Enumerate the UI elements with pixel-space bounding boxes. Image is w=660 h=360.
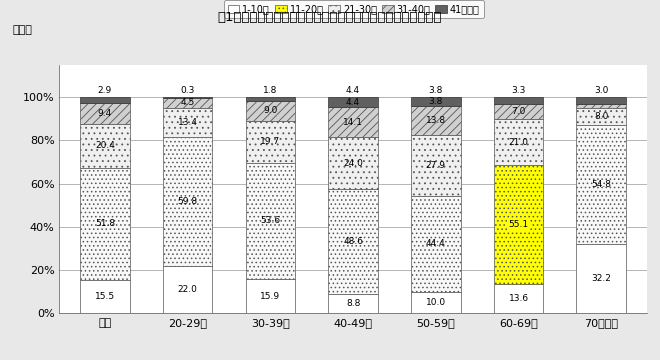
Legend: 1-10本, 11-20本, 21-30本, 31-40本, 41本以上: 1-10本, 11-20本, 21-30本, 31-40本, 41本以上: [224, 0, 484, 18]
Text: 48.6: 48.6: [343, 237, 363, 246]
Bar: [246, 279, 295, 313]
Bar: [411, 292, 461, 313]
Bar: [411, 98, 461, 105]
Bar: [80, 103, 130, 124]
Bar: [494, 284, 543, 313]
Bar: [576, 108, 626, 125]
Text: 3.0: 3.0: [594, 86, 609, 95]
Text: 13.4: 13.4: [178, 117, 197, 127]
Text: 4.5: 4.5: [181, 98, 195, 107]
Bar: [80, 280, 130, 313]
Text: 44.4: 44.4: [426, 239, 446, 248]
Bar: [163, 136, 213, 266]
Text: 図1１　現在習慣的に喫煙している者における１日の喫煙本数: 図1１ 現在習慣的に喫煙している者における１日の喫煙本数: [218, 11, 442, 24]
Text: 10.0: 10.0: [426, 298, 446, 307]
Bar: [163, 98, 213, 108]
Text: 9.0: 9.0: [263, 106, 278, 115]
Bar: [246, 121, 295, 163]
Bar: [163, 97, 213, 98]
Text: 15.5: 15.5: [95, 292, 115, 301]
Text: 男　性: 男 性: [13, 25, 32, 35]
Text: 0.3: 0.3: [180, 86, 195, 95]
Bar: [328, 107, 378, 138]
Bar: [80, 168, 130, 280]
Bar: [80, 97, 130, 103]
Text: 51.8: 51.8: [95, 219, 115, 228]
Text: 27.9: 27.9: [426, 161, 446, 170]
Text: 24.0: 24.0: [343, 159, 363, 168]
Text: 20.4: 20.4: [95, 141, 115, 150]
Text: 21.0: 21.0: [509, 138, 529, 147]
Text: 53.6: 53.6: [260, 216, 280, 225]
Text: 1.8: 1.8: [263, 86, 278, 95]
Text: 8.8: 8.8: [346, 299, 360, 308]
Text: 4.4: 4.4: [346, 98, 360, 107]
Bar: [328, 294, 378, 313]
Bar: [163, 266, 213, 313]
Text: 32.2: 32.2: [591, 274, 611, 283]
Text: 4.4: 4.4: [346, 86, 360, 95]
Bar: [411, 105, 461, 135]
Text: 14.1: 14.1: [343, 118, 363, 127]
Bar: [246, 97, 295, 101]
Bar: [576, 104, 626, 108]
Text: 13.8: 13.8: [426, 116, 446, 125]
Bar: [246, 163, 295, 279]
Bar: [80, 124, 130, 168]
Bar: [494, 165, 543, 284]
Bar: [328, 189, 378, 294]
Bar: [576, 244, 626, 313]
Text: 9.4: 9.4: [98, 109, 112, 118]
Bar: [411, 196, 461, 292]
Text: 22.0: 22.0: [178, 285, 197, 294]
Text: 3.8: 3.8: [428, 97, 443, 106]
Text: 55.1: 55.1: [508, 220, 529, 229]
Bar: [494, 120, 543, 165]
Bar: [163, 108, 213, 136]
Text: 15.9: 15.9: [260, 292, 280, 301]
Bar: [328, 98, 378, 107]
Bar: [576, 97, 626, 104]
Text: 3.3: 3.3: [512, 86, 526, 95]
Text: 19.7: 19.7: [260, 137, 280, 146]
Text: 8.0: 8.0: [594, 112, 609, 121]
Text: 7.0: 7.0: [512, 107, 526, 116]
Text: 54.8: 54.8: [591, 180, 611, 189]
Bar: [246, 101, 295, 121]
Text: 3.8: 3.8: [428, 86, 443, 95]
Bar: [411, 135, 461, 196]
Bar: [328, 138, 378, 189]
Bar: [576, 125, 626, 244]
Text: 2.9: 2.9: [98, 86, 112, 95]
Bar: [494, 97, 543, 104]
Text: 13.6: 13.6: [508, 294, 529, 303]
Text: 59.8: 59.8: [178, 197, 198, 206]
Bar: [494, 104, 543, 120]
